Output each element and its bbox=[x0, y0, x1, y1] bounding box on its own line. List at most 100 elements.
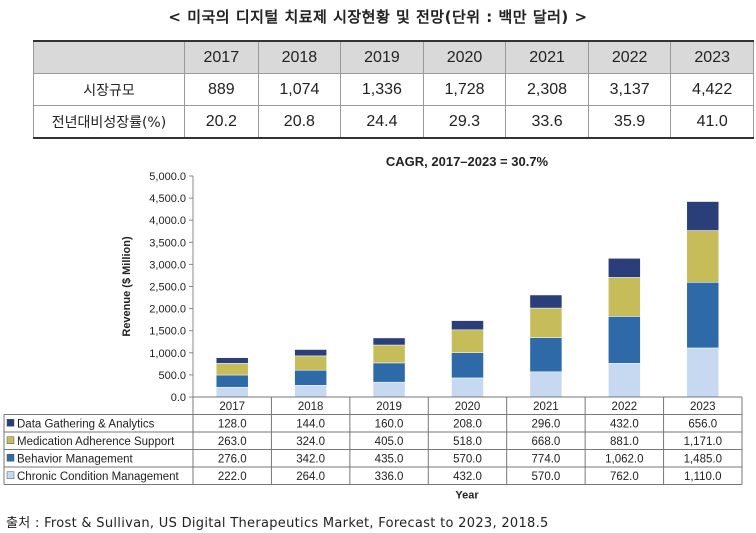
table-header-row: 2017 2018 2019 2020 2021 2022 2023 bbox=[33, 40, 754, 74]
table-header-year: 2019 bbox=[340, 40, 424, 74]
y-tick-label: 4,500.0 bbox=[149, 193, 186, 205]
x-axis-label: Year bbox=[455, 490, 479, 502]
bar-segment bbox=[294, 349, 327, 357]
bar-segment bbox=[686, 347, 720, 398]
table-cell: 41.0 bbox=[670, 105, 754, 139]
source-citation: 출처 : Frost & Sullivan, US Digital Therap… bbox=[6, 516, 549, 531]
bar-segment bbox=[294, 355, 327, 371]
y-tick-label: 4,000.0 bbox=[149, 215, 186, 227]
data-label: 276.0 bbox=[218, 453, 247, 465]
bar-segment bbox=[372, 381, 406, 398]
data-label: 1,062.0 bbox=[605, 453, 643, 465]
y-tick-label: 3,000.0 bbox=[149, 259, 186, 271]
bar-segment bbox=[529, 337, 563, 373]
table-cell: 24.4 bbox=[340, 105, 424, 139]
table-header-year: 2022 bbox=[587, 40, 672, 74]
legend-entry: Chronic Condition Management bbox=[17, 471, 180, 483]
table-row-market-size: 시장규모 889 1,074 1,336 1,728 2,308 3,137 4… bbox=[33, 73, 754, 106]
table-cell: 1,074 bbox=[257, 73, 342, 106]
table-header-year: 2023 bbox=[670, 40, 754, 74]
legend-swatch bbox=[6, 419, 15, 427]
bar-segment bbox=[686, 201, 720, 231]
bar-segment bbox=[529, 371, 563, 398]
bar-segment bbox=[608, 316, 641, 364]
y-tick-label: 1,000.0 bbox=[149, 348, 186, 360]
bar-segment bbox=[608, 258, 641, 278]
legend-entry: Behavior Management bbox=[17, 453, 134, 465]
data-label: 1,110.0 bbox=[684, 471, 722, 483]
x-tick-label: 2019 bbox=[376, 401, 402, 413]
data-label: 881.0 bbox=[610, 436, 639, 448]
data-label: 570.0 bbox=[532, 471, 561, 483]
table-cell: 20.8 bbox=[257, 105, 342, 139]
table-cell: 889 bbox=[184, 73, 259, 106]
legend-entry: Medication Adherence Support bbox=[17, 436, 175, 448]
x-tick-label: 2023 bbox=[690, 401, 716, 413]
bar-segment bbox=[451, 329, 484, 353]
data-label: 1,485.0 bbox=[684, 453, 722, 465]
table-header-year: 2021 bbox=[505, 40, 589, 74]
data-label: 222.0 bbox=[218, 471, 247, 483]
bar-segment bbox=[451, 352, 484, 379]
table-cell: 20.2 bbox=[184, 105, 259, 139]
legend-swatch bbox=[6, 471, 15, 479]
bar-segment bbox=[451, 377, 484, 398]
y-tick-label: 1,500.0 bbox=[149, 326, 186, 338]
bar-segment bbox=[372, 337, 406, 346]
x-tick-label: 2020 bbox=[455, 401, 481, 413]
bar-segment bbox=[451, 320, 484, 331]
legend-swatch bbox=[6, 436, 15, 444]
bar-segment bbox=[686, 230, 720, 283]
bar-segment bbox=[215, 386, 249, 398]
y-tick-label: 2,500.0 bbox=[149, 282, 186, 294]
bar-segment bbox=[608, 363, 641, 398]
data-label: 208.0 bbox=[453, 418, 482, 430]
data-label: 264.0 bbox=[296, 471, 325, 483]
x-tick-label: 2018 bbox=[298, 401, 324, 413]
data-label: 336.0 bbox=[375, 471, 404, 483]
table-cell: 1,336 bbox=[340, 73, 424, 106]
data-label: 518.0 bbox=[453, 436, 482, 448]
legend-entry: Data Gathering & Analytics bbox=[17, 418, 155, 430]
bar-segment bbox=[686, 282, 720, 349]
stacked-bar-chart: CAGR, 2017–2023 = 30.7% 0.0 500.0 1,000.0 1,… bbox=[3, 154, 743, 502]
chart-title: CAGR, 2017–2023 = 30.7% bbox=[386, 154, 549, 169]
table-cell: 29.3 bbox=[422, 105, 507, 139]
data-label: 668.0 bbox=[532, 436, 561, 448]
data-label: 432.0 bbox=[610, 418, 639, 430]
table-cell: 2,308 bbox=[505, 73, 589, 106]
data-label: 263.0 bbox=[218, 436, 247, 448]
market-size-table: 2017 2018 2019 2020 2021 2022 2023 시장규모 … bbox=[33, 40, 754, 139]
bar-segment bbox=[529, 307, 563, 338]
y-tick-label: 2,000.0 bbox=[149, 304, 186, 316]
data-label: 432.0 bbox=[453, 471, 482, 483]
table-cell: 35.9 bbox=[587, 105, 672, 139]
data-label: 435.0 bbox=[375, 453, 404, 465]
y-tick-label: 3,500.0 bbox=[149, 237, 186, 249]
data-label: 296.0 bbox=[532, 418, 561, 430]
data-label: 1,171.0 bbox=[684, 436, 722, 448]
x-tick-label: 2017 bbox=[219, 401, 245, 413]
data-label: 405.0 bbox=[375, 436, 404, 448]
table-cell: 1,728 bbox=[422, 73, 507, 106]
bar-segment bbox=[215, 363, 249, 376]
data-label: 342.0 bbox=[296, 453, 325, 465]
table-row-growth-rate: 전년대비성장률(%) 20.2 20.8 24.4 29.3 33.6 35.9… bbox=[33, 105, 754, 139]
y-tick-label: 0.0 bbox=[171, 392, 186, 404]
data-label: 144.0 bbox=[296, 418, 325, 430]
table-cell: 4,422 bbox=[670, 73, 754, 106]
bar-segment bbox=[608, 277, 641, 317]
x-tick-label: 2022 bbox=[612, 401, 638, 413]
bar-segment bbox=[215, 374, 249, 388]
bar-segment bbox=[294, 369, 327, 386]
data-label: 570.0 bbox=[453, 453, 482, 465]
y-tick-label: 500.0 bbox=[158, 370, 186, 382]
table-row-label: 전년대비성장률(%) bbox=[33, 105, 185, 139]
bar-segment bbox=[372, 362, 406, 383]
table-cell: 33.6 bbox=[505, 105, 589, 139]
data-label: 656.0 bbox=[688, 418, 717, 430]
data-label: 762.0 bbox=[610, 471, 639, 483]
table-header-year: 2018 bbox=[257, 40, 342, 74]
y-axis-label: Revenue ($ Million) bbox=[121, 236, 133, 337]
page-title: < 미국의 디지털 치료제 시장현황 및 전망(단위 : 백만 달러) > bbox=[168, 8, 588, 26]
